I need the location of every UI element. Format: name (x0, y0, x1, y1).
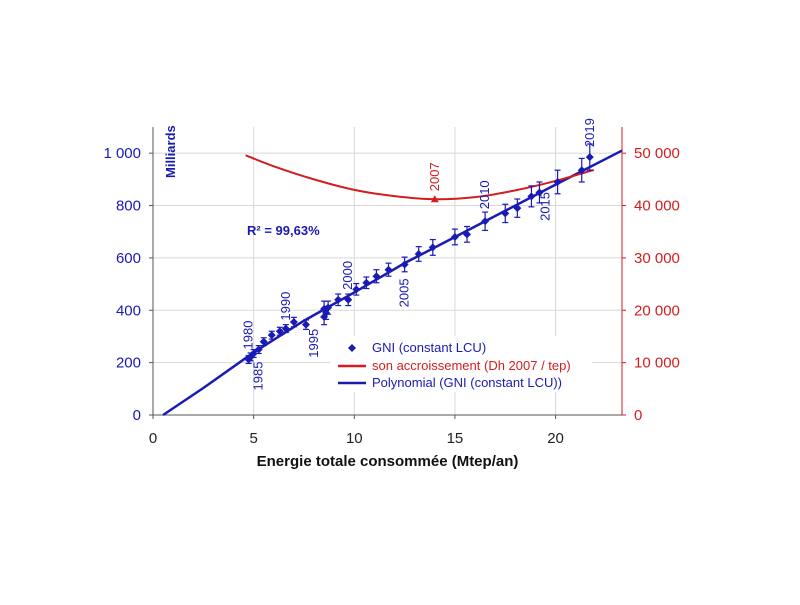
data-point-gni (267, 331, 276, 340)
data-point-gni (372, 272, 381, 281)
data-point-gni (428, 243, 437, 252)
data-point-gni (501, 209, 510, 218)
y-tick-label: 600 (116, 250, 141, 267)
x-tick-label: 10 (346, 430, 363, 447)
legend: GNI (constant LCU) son accroissement (Dh… (330, 336, 592, 392)
y2-tick-label: 10 000 (634, 355, 680, 372)
data-point-gni (535, 188, 544, 197)
y2-tick-label: 20 000 (634, 302, 680, 319)
x-tick-label: 5 (249, 430, 257, 447)
increase-label: 2007 (427, 162, 442, 191)
y-tick-label: 200 (116, 355, 141, 372)
data-point-gni (275, 327, 284, 336)
y-tick-label: 0 (133, 407, 141, 424)
data-point-gni (513, 204, 522, 213)
data-point-gni (553, 177, 562, 186)
unit-label: Milliards (163, 125, 178, 178)
data-point-gni (577, 166, 586, 175)
year-annotation: 1990 (278, 292, 293, 321)
year-annotation: 1980 (241, 321, 256, 350)
data-point-gni (324, 303, 333, 312)
data-point-gni (400, 260, 409, 269)
data-point-gni (344, 295, 353, 304)
year-annotation: 2010 (477, 180, 492, 209)
legend-label-polynomial: Polynomial (GNI (constant LCU)) (372, 375, 562, 390)
data-point-gni (352, 285, 361, 294)
data-point-gni (450, 232, 459, 241)
legend-label-gni: GNI (constant LCU) (372, 340, 486, 355)
year-annotation: 1995 (306, 329, 321, 358)
x-axis-label: Energie totale consommée (Mtep/an) (257, 453, 519, 470)
data-point-gni (414, 249, 423, 258)
legend-background (330, 336, 592, 392)
y2-tick-label: 50 000 (634, 145, 680, 162)
data-point-gni (527, 192, 536, 201)
y-tick-label: 800 (116, 198, 141, 215)
data-point-gni (481, 217, 490, 226)
data-point-gni (281, 324, 290, 333)
data-point-gni (585, 153, 594, 162)
year-annotation: 2015 (538, 192, 553, 221)
r2-label: R² = 99,63% (247, 223, 320, 238)
x-tick-label: 20 (547, 430, 564, 447)
y-tick-label: 400 (116, 302, 141, 319)
data-point-gni (463, 230, 472, 239)
x-tick-label: 15 (447, 430, 464, 447)
legend-label-increase: son accroissement (Dh 2007 / tep) (372, 358, 571, 373)
y2-tick-label: 0 (634, 407, 642, 424)
y2-tick-label: 30 000 (634, 250, 680, 267)
data-point-gni (289, 318, 298, 327)
data-point-gni (259, 337, 268, 346)
data-point-gni (249, 349, 258, 358)
data-point-gni (362, 278, 371, 287)
year-annotation: 1985 (251, 362, 266, 391)
year-annotation: 2005 (397, 278, 412, 307)
data-point-gni (334, 295, 343, 304)
data-point-gni (384, 265, 393, 274)
year-annotation: 2000 (340, 261, 355, 290)
y2-tick-label: 40 000 (634, 198, 680, 215)
x-tick-label: 0 (149, 430, 157, 447)
y-tick-label: 1 000 (103, 145, 141, 162)
data-point-gni (301, 320, 310, 329)
data-point-gni (254, 345, 263, 354)
curve-increase (245, 154, 595, 201)
legend-marker-gni (348, 344, 356, 352)
marker-2007 (430, 195, 439, 203)
year-annotation: 2019 (582, 118, 597, 147)
